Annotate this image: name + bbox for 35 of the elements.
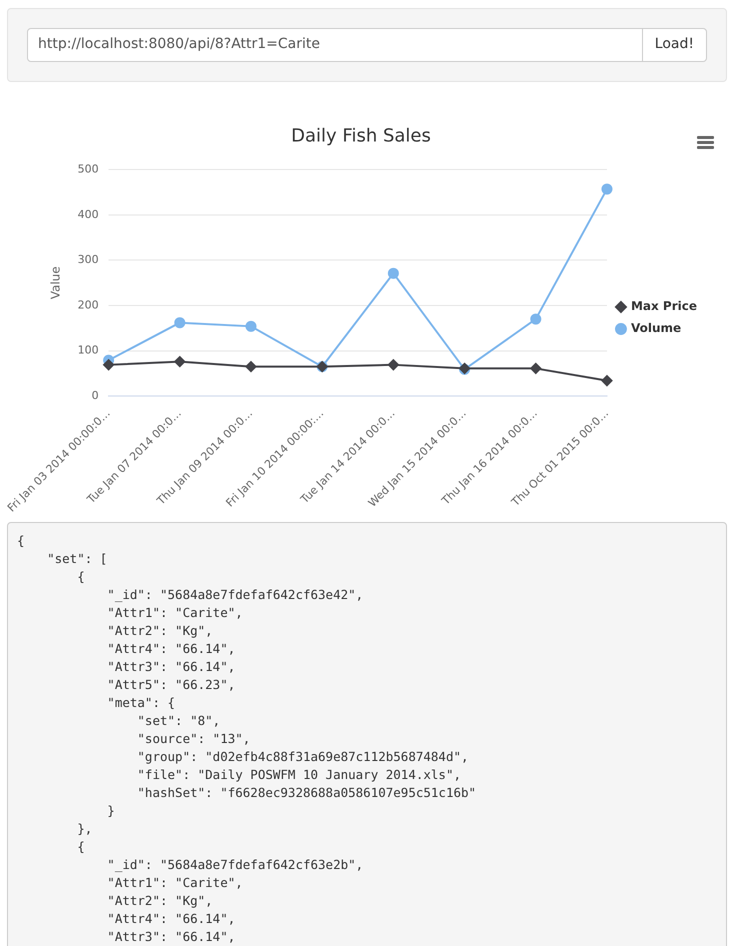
text: "group": "d02efb4c88f31a69e87c112b5687484d", — [136, 748, 470, 766]
text: "file": "Daily POSWFM 10 January 2014.xls", — [136, 766, 462, 784]
y-tick-label: 300 — [78, 253, 99, 266]
y-tick-label: 400 — [78, 208, 99, 221]
text: "set": [ — [46, 550, 108, 568]
text: { — [76, 568, 86, 586]
text: "_id": "5684a8e7fdefaf642cf63e42", — [106, 586, 364, 604]
y-tick-label: 100 — [78, 344, 99, 357]
text: "Attr3": "66.14", — [106, 928, 236, 946]
text: http://localhost:8080/api/8?Attr1=Carite — [27, 28, 643, 62]
y-tick-label: 200 — [78, 298, 99, 312]
text: "meta": { — [106, 694, 176, 712]
text: { — [76, 838, 86, 856]
text: "source": "13", — [136, 730, 252, 748]
text: "Attr2": "Kg", — [106, 892, 214, 910]
text: "Attr3": "66.14", — [106, 658, 236, 676]
text: "Attr4": "66.14", — [106, 640, 236, 658]
text: "Attr5": "66.23", — [106, 676, 236, 694]
legend-label: Max Price — [630, 299, 698, 314]
text: "hashSet": "f6628ec9328688a0586107e95c51c16b" — [136, 784, 478, 802]
text: "Attr2": "Kg", — [106, 622, 214, 640]
text: }, — [76, 820, 94, 838]
chart-title: Daily Fish Sales — [291, 125, 431, 146]
y-axis-title: Value — [48, 266, 63, 300]
legend-label: Volume — [630, 321, 682, 336]
text: "Attr1": "Carite", — [106, 874, 244, 892]
text: } — [106, 802, 116, 820]
y-tick-label: 0 — [92, 388, 99, 402]
text: { — [17, 532, 26, 550]
text: "set": "8", — [136, 712, 222, 730]
text: "Attr1": "Carite", — [106, 604, 244, 622]
text: Load! — [642, 28, 707, 62]
text: "Attr4": "66.14", — [106, 910, 236, 928]
y-tick-label: 500 — [78, 162, 99, 176]
text: "_id": "5684a8e7fdefaf642cf63e2b", — [106, 856, 364, 874]
